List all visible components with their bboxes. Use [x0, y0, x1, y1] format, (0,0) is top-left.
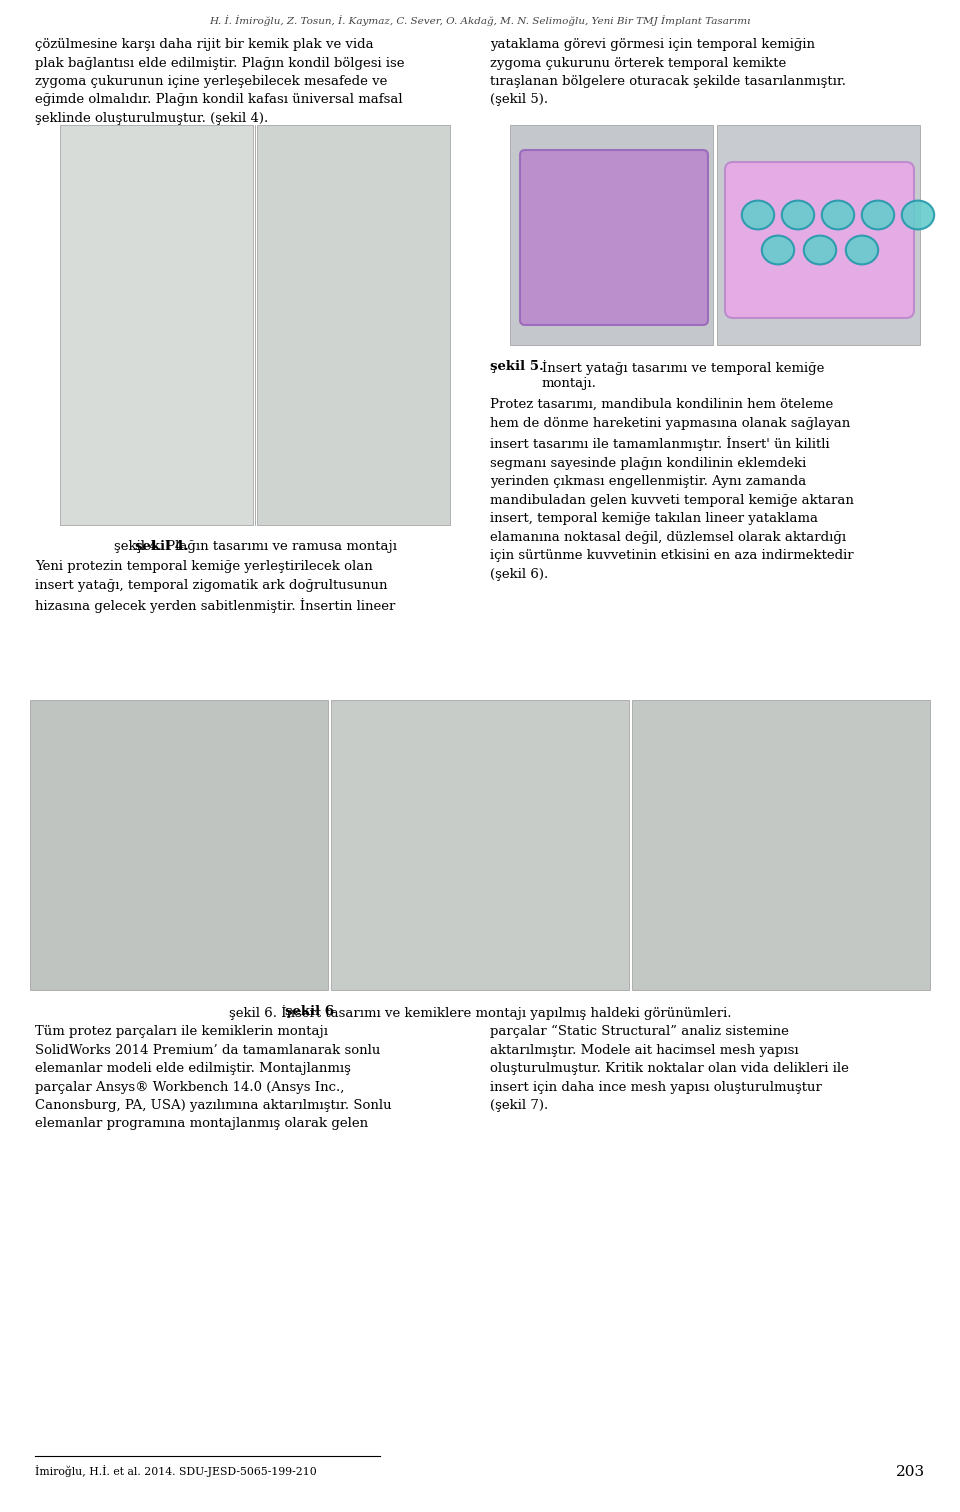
Ellipse shape	[762, 236, 794, 265]
Bar	[510, 125, 713, 345]
Text: Protez tasarımı, mandibula kondilinin hem öteleme
hem de dönme hareketini yapmas: Protez tasarımı, mandibula kondilinin he…	[490, 398, 853, 581]
Text: şekil 5.: şekil 5.	[490, 360, 543, 373]
Text: 203: 203	[896, 1465, 925, 1479]
Bar	[505, 119, 925, 349]
Bar	[25, 696, 935, 995]
Text: İmiroğlu, H.İ. et al. 2014. SDU-JESD-5065-199-210: İmiroğlu, H.İ. et al. 2014. SDU-JESD-506…	[35, 1465, 317, 1477]
Ellipse shape	[804, 236, 836, 265]
FancyBboxPatch shape	[520, 150, 708, 325]
Bar	[257, 125, 450, 525]
Text: parçalar “Static Structural” analiz sistemine
aktarılmıştır. Modele ait hacimsel: parçalar “Static Structural” analiz sist…	[490, 1025, 849, 1113]
Bar	[55, 119, 455, 531]
Text: H. İ. İmiroğlu, Z. Tosun, İ. Kaymaz, C. Sever, O. Akdağ, M. N. Selimoğlu, Yeni B: H. İ. İmiroğlu, Z. Tosun, İ. Kaymaz, C. …	[209, 15, 751, 26]
Text: Yeni protezin temporal kemiğe yerleştirilecek olan
insert yatağı, temporal zigom: Yeni protezin temporal kemiğe yerleştiri…	[35, 559, 396, 612]
Text: İnsert yatağı tasarımı ve temporal kemiğe
montajı.: İnsert yatağı tasarımı ve temporal kemiğ…	[542, 360, 825, 390]
Ellipse shape	[822, 201, 854, 230]
Bar	[717, 125, 920, 345]
Bar	[331, 700, 629, 990]
Bar	[60, 125, 253, 525]
Ellipse shape	[846, 236, 878, 265]
Text: yataklama görevi görmesi için temporal kemiğin
zygoma çukurunu örterek temporal : yataklama görevi görmesi için temporal k…	[490, 38, 846, 106]
Text: çözülmesine karşı daha rijit bir kemik plak ve vida
plak bağlantısı elde edilmiş: çözülmesine karşı daha rijit bir kemik p…	[35, 38, 404, 125]
Text: şekil 6: şekil 6	[285, 1005, 334, 1018]
Ellipse shape	[901, 201, 934, 230]
Ellipse shape	[742, 201, 774, 230]
Text: şekil 6. İnsert tasarımı ve kemiklere montajı yapılmış haldeki görünümleri.: şekil 6. İnsert tasarımı ve kemiklere mo…	[228, 1005, 732, 1021]
Text: şekil 4. Plağın tasarımı ve ramusa montajı: şekil 4. Plağın tasarımı ve ramusa monta…	[113, 540, 396, 553]
Bar	[632, 700, 930, 990]
Text: şekil 4.: şekil 4.	[135, 540, 189, 553]
Bar	[30, 700, 328, 990]
Ellipse shape	[781, 201, 814, 230]
Text: Tüm protez parçaları ile kemiklerin montajı
SolidWorks 2014 Premium’ da tamamlan: Tüm protez parçaları ile kemiklerin mont…	[35, 1025, 392, 1131]
Ellipse shape	[862, 201, 894, 230]
FancyBboxPatch shape	[725, 162, 914, 318]
